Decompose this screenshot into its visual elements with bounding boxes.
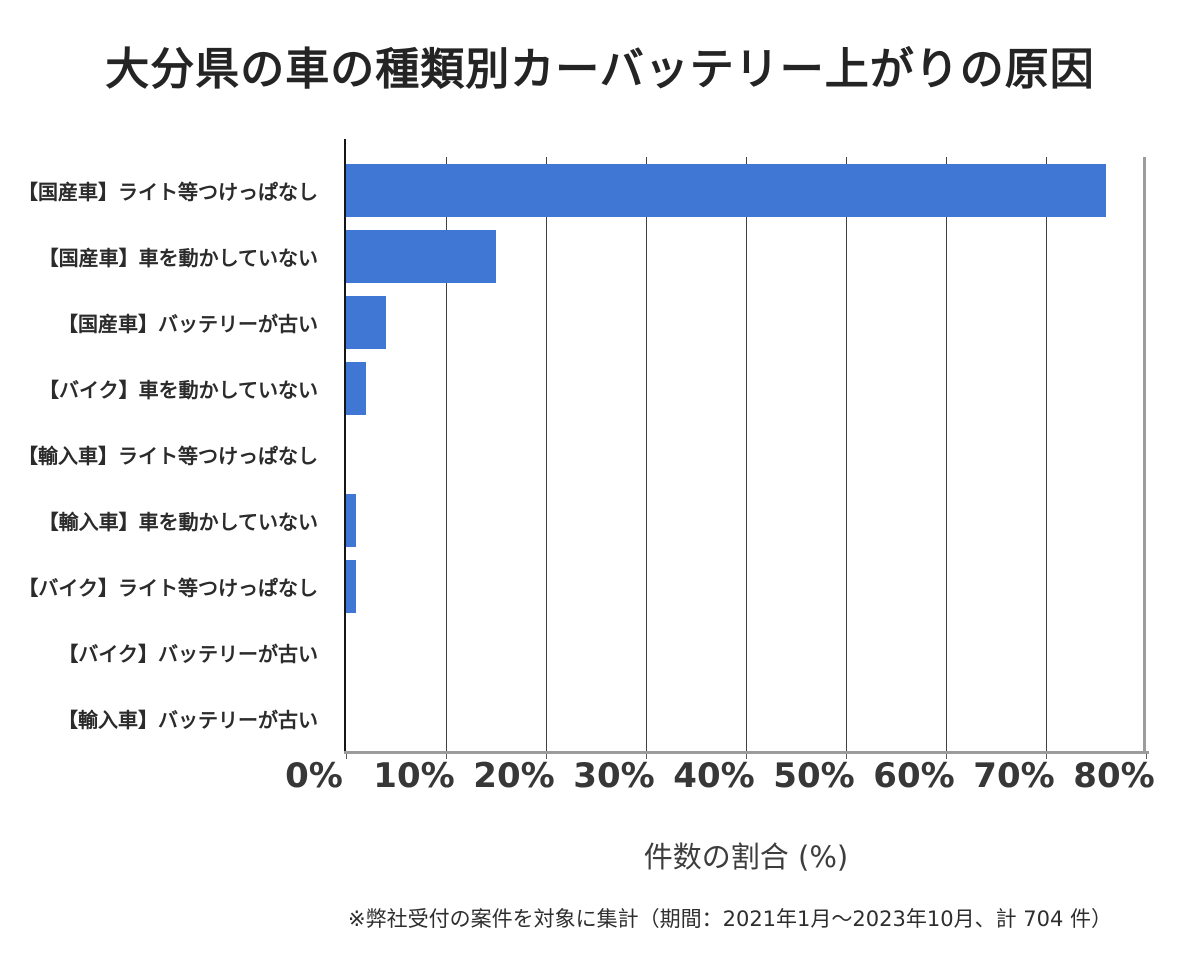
x-tick-label: 70% bbox=[973, 756, 1055, 796]
x-tick-label: 0% bbox=[285, 756, 343, 796]
category-label: 【バイク】バッテリーが古い bbox=[58, 641, 318, 666]
category-label: 【バイク】ライト等つけっぱなし bbox=[18, 575, 318, 600]
gridline bbox=[645, 157, 647, 751]
category-label: 【輸入車】バッテリーが古い bbox=[58, 707, 318, 732]
category-label: 【国産車】バッテリーが古い bbox=[58, 311, 318, 336]
x-tick-label: 80% bbox=[1073, 756, 1155, 796]
x-axis-tick-labels: 0% 10% 20% 30% 40% 50% 60% 70% 80% bbox=[285, 756, 1186, 800]
bar-3 bbox=[346, 295, 386, 349]
bar-2 bbox=[346, 229, 496, 283]
x-tick-label: 10% bbox=[373, 756, 455, 796]
axis-tick-mark bbox=[345, 754, 347, 759]
axis-tick-mark bbox=[845, 754, 847, 759]
gridline bbox=[545, 157, 547, 751]
axis-tick-mark bbox=[445, 754, 447, 759]
x-axis-line bbox=[344, 751, 1149, 754]
plot-area bbox=[346, 157, 1146, 751]
axis-tick-mark bbox=[745, 754, 747, 759]
axis-tick-mark bbox=[645, 754, 647, 759]
chart-title: 大分県の車の種類別カーバッテリー上がりの原因 bbox=[105, 44, 1095, 95]
axis-tick-mark bbox=[945, 754, 947, 759]
gridline bbox=[445, 157, 447, 751]
category-label: 【輸入車】ライト等つけっぱなし bbox=[18, 443, 318, 468]
x-tick-label: 20% bbox=[473, 756, 555, 796]
gridline bbox=[745, 157, 747, 751]
bar-4 bbox=[346, 361, 366, 415]
y-axis-line bbox=[344, 139, 346, 754]
bar-6 bbox=[346, 493, 356, 547]
axis-tick-mark bbox=[545, 754, 547, 759]
bar-7 bbox=[346, 559, 356, 613]
gridline bbox=[845, 157, 847, 751]
footnote: ※弊社受付の案件を対象に集計（期間：2021年1月～2023年10月、計 704… bbox=[348, 907, 1112, 931]
bar-1 bbox=[346, 163, 1106, 217]
gridline bbox=[1045, 157, 1047, 751]
gridline bbox=[945, 157, 947, 751]
plot-right-border bbox=[1143, 157, 1146, 751]
category-label: 【バイク】車を動かしていない bbox=[39, 377, 318, 402]
axis-tick-mark bbox=[1045, 754, 1047, 759]
category-label: 【国産車】車を動かしていない bbox=[38, 245, 318, 270]
x-tick-label: 30% bbox=[573, 756, 655, 796]
axis-tick-mark bbox=[1145, 754, 1147, 759]
x-axis-title: 件数の割合 (%) bbox=[643, 840, 849, 874]
x-tick-label: 50% bbox=[773, 756, 855, 796]
category-label: 【輸入車】車を動かしていない bbox=[38, 509, 318, 534]
category-label: 【国産車】ライト等つけっぱなし bbox=[18, 179, 318, 204]
category-axis-labels: 【国産車】ライト等つけっぱなし【国産車】車を動かしていない【国産車】バッテリーが… bbox=[0, 157, 332, 751]
x-tick-label: 60% bbox=[873, 756, 955, 796]
x-tick-label: 40% bbox=[673, 756, 755, 796]
